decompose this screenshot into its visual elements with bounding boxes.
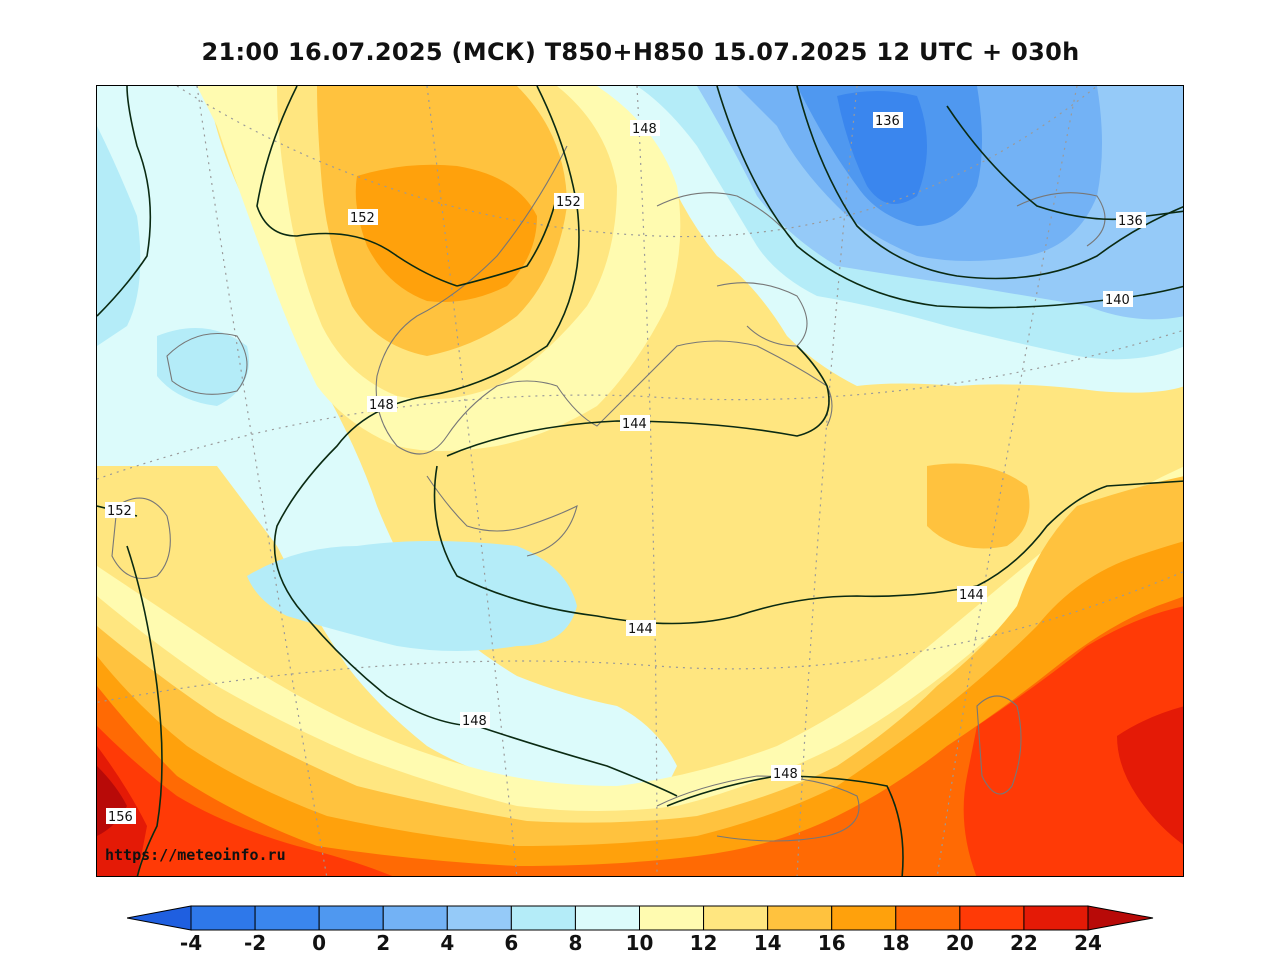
contour-label-152-scand: 152 <box>556 195 581 210</box>
contour-label-152-west: 152 <box>350 211 375 226</box>
colorbar-swatch-16 <box>831 905 897 931</box>
temperature-colorbar <box>127 905 1154 931</box>
contour-152-far-west <box>97 86 152 317</box>
coast-uk <box>111 497 171 580</box>
grid-lon-4 <box>796 86 858 876</box>
colorbar-tick-label: 18 <box>881 931 910 955</box>
grid-lon-1 <box>196 86 328 876</box>
grid-lon-3 <box>636 86 658 876</box>
coast-scandinavia <box>375 145 638 455</box>
colorbar-tick-label: 4 <box>440 931 455 955</box>
contour-label-148-southeast: 148 <box>773 767 798 782</box>
colorbar-tick-label: -2 <box>243 931 267 955</box>
map-title: 21:00 16.07.2025 (МСК) T850+H850 15.07.2… <box>201 38 1080 66</box>
colorbar-swatch-8 <box>574 905 640 931</box>
source-credit: https://meteoinfo.ru <box>105 846 286 864</box>
colorbar-swatch-0 <box>318 905 384 931</box>
temp-fill-16-east-patch <box>927 463 1030 549</box>
weather-map: 136 136 140 148 152 152 148 144 152 144 … <box>96 85 1184 877</box>
colorbar-swatch-12 <box>703 905 769 931</box>
temp-fill-18-south <box>97 596 1183 876</box>
contour-label-144-north: 144 <box>622 417 647 432</box>
colorbar-tick-label: 0 <box>312 931 327 955</box>
colorbar-swatch-22 <box>1023 905 1089 931</box>
grid-lat-3 <box>176 86 1098 238</box>
contour-label-156: 156 <box>108 810 133 825</box>
contour-label-144-east: 144 <box>959 588 984 603</box>
temp-fill-20-south <box>97 726 393 876</box>
contour-152-west <box>256 86 458 287</box>
colorbar-tick-label: 10 <box>625 931 654 955</box>
temp-fill-24-southwest <box>97 766 127 836</box>
colorbar-swatch--2 <box>254 905 320 931</box>
contour-label-140: 140 <box>1105 293 1130 308</box>
coast-white-sea <box>716 282 808 347</box>
contour-148-southeast <box>666 775 904 876</box>
contour-label-136-north: 136 <box>875 114 900 129</box>
colorbar-tick-label: 16 <box>817 931 846 955</box>
colorbar-swatch-below-minus4 <box>127 905 192 931</box>
colorbar-tick-label: 6 <box>504 931 519 955</box>
colorbar-tick-label: 2 <box>376 931 391 955</box>
grid-lon-2 <box>426 86 518 876</box>
colorbar-tick-label: 20 <box>945 931 974 955</box>
contour-148-north <box>273 86 678 797</box>
temp-fill-minus2-arctic <box>837 91 927 204</box>
contour-label-136-east: 136 <box>1118 214 1143 229</box>
colorbar-tick-label: 22 <box>1010 931 1038 955</box>
colorbar-swatch--4 <box>190 905 256 931</box>
temp-fill-16-scand <box>355 164 537 302</box>
temp-fill-6-west <box>97 126 141 346</box>
colorbar-tick-label: 14 <box>753 931 782 955</box>
grid-lat-2 <box>97 329 1183 480</box>
colorbar-swatch-above-24 <box>1087 905 1154 931</box>
temp-fill-8-west <box>97 86 677 806</box>
colorbar-swatch-20 <box>959 905 1025 931</box>
coast-baltic <box>426 475 578 557</box>
coast-iceland <box>166 332 248 395</box>
contour-label-152-left: 152 <box>107 504 132 519</box>
contour-label-148-south: 148 <box>462 714 487 729</box>
colorbar-tick-label: -4 <box>179 931 203 955</box>
coast-caspian <box>976 695 1022 795</box>
temp-fill-20-east <box>963 606 1183 876</box>
contour-label-144-south: 144 <box>628 622 653 637</box>
colorbar-swatch-6 <box>510 905 576 931</box>
temp-fill-6-baltic <box>247 541 577 651</box>
colorbar-swatch-2 <box>382 905 448 931</box>
colorbar-tick-label: 12 <box>689 931 718 955</box>
contour-144-south <box>433 465 1183 625</box>
contour-label-148-north: 148 <box>632 122 657 137</box>
contour-label-148-mid: 148 <box>369 398 394 413</box>
temp-fill-22-east <box>1117 706 1183 845</box>
contour-136-north <box>796 86 1183 280</box>
contour-148-southwest <box>126 545 163 876</box>
colorbar-swatch-14 <box>767 905 833 931</box>
grid-lat-1 <box>97 571 1183 703</box>
colorbar-swatch-18 <box>895 905 961 931</box>
coast-black-sea <box>656 775 860 842</box>
colorbar-tick-label: 8 <box>568 931 583 955</box>
colorbar-tick-label: 24 <box>1074 931 1102 955</box>
contour-152-scand <box>456 195 558 287</box>
colorbar-swatch-10 <box>639 905 705 931</box>
contour-144-loop <box>446 345 830 457</box>
coast-finland <box>636 340 833 427</box>
colorbar-swatch-4 <box>446 905 512 931</box>
coast-novaya-zemlya <box>1016 192 1106 247</box>
